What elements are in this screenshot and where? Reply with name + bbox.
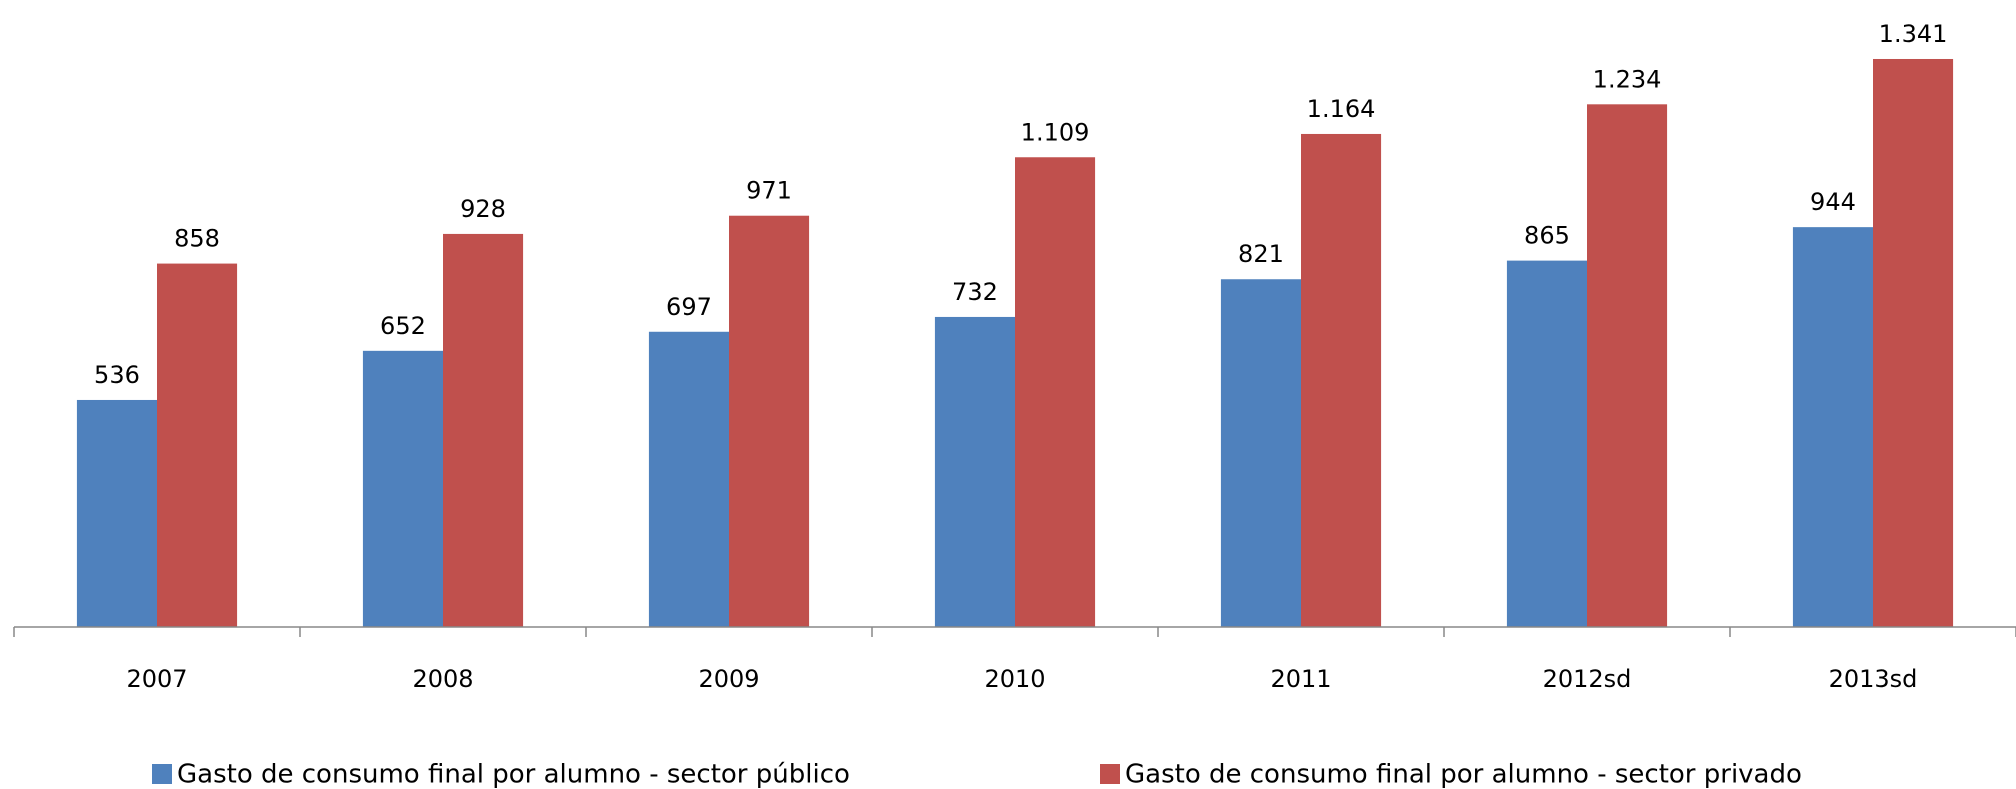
bar xyxy=(729,215,810,627)
x-tick-label: 2009 xyxy=(698,665,759,693)
legend-swatch xyxy=(1100,764,1120,784)
data-label: 1.341 xyxy=(1879,20,1948,48)
x-tick-label: 2007 xyxy=(126,665,187,693)
data-label: 865 xyxy=(1524,222,1570,250)
bar xyxy=(1587,104,1668,627)
x-tick-label: 2013sd xyxy=(1829,665,1918,693)
data-label: 697 xyxy=(666,293,712,321)
data-label: 652 xyxy=(380,312,426,340)
bar xyxy=(76,399,157,627)
bar xyxy=(362,350,443,627)
bar xyxy=(157,263,238,627)
legend-label: Gasto de consumo final por alumno - sect… xyxy=(177,760,850,789)
bar xyxy=(1015,157,1096,628)
legend-label: Gasto de consumo final por alumno - sect… xyxy=(1125,760,1802,789)
x-tick-label: 2010 xyxy=(984,665,1045,693)
bar xyxy=(934,316,1015,627)
bar xyxy=(443,233,524,627)
data-label: 858 xyxy=(174,225,220,253)
data-label: 971 xyxy=(746,177,792,205)
x-tick-label: 2008 xyxy=(412,665,473,693)
bar xyxy=(1301,133,1382,627)
bar xyxy=(1873,58,1954,627)
bar xyxy=(1220,279,1301,627)
data-label: 928 xyxy=(460,195,506,223)
data-label: 821 xyxy=(1238,240,1284,268)
data-label: 1.234 xyxy=(1593,65,1662,93)
bar xyxy=(648,331,729,627)
data-label: 1.164 xyxy=(1307,95,1376,123)
x-tick-label: 2011 xyxy=(1270,665,1331,693)
legend-swatch xyxy=(152,764,172,784)
data-label: 732 xyxy=(952,278,998,306)
data-label: 1.109 xyxy=(1021,118,1090,146)
data-label: 536 xyxy=(94,361,140,389)
data-label: 944 xyxy=(1810,188,1856,216)
bar xyxy=(1506,260,1587,627)
bar xyxy=(1792,227,1873,628)
x-tick-label: 2012sd xyxy=(1543,665,1632,693)
